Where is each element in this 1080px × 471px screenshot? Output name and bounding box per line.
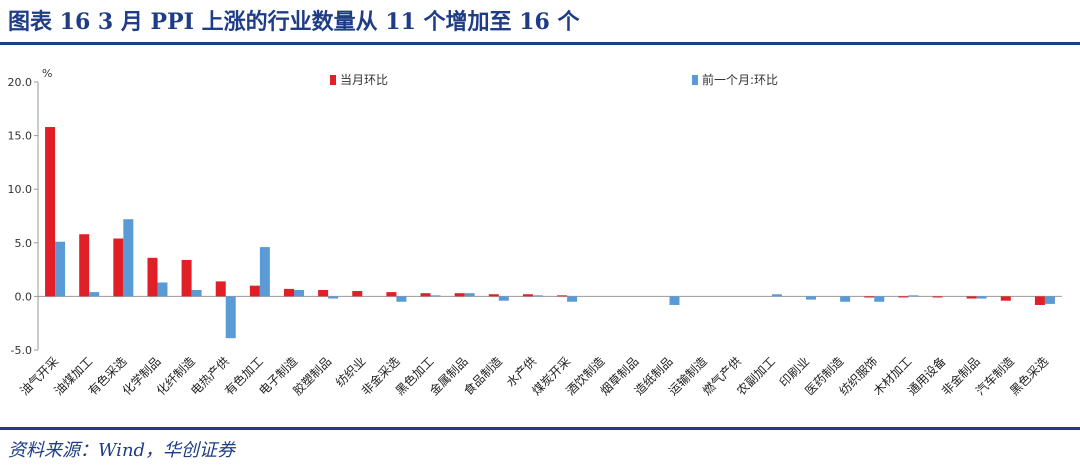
y-tick-label: 10.0 xyxy=(8,183,33,196)
bar-current xyxy=(932,296,943,298)
bar-previous xyxy=(840,296,851,302)
y-tick-label: 20.0 xyxy=(8,76,33,89)
bar-current xyxy=(864,296,875,298)
x-category-label: 农副加工 xyxy=(734,354,778,398)
y-tick-label: 15.0 xyxy=(8,130,33,143)
bar-current xyxy=(898,296,909,298)
bar-current xyxy=(147,257,158,297)
legend-swatch xyxy=(330,75,336,85)
y-tick-label: 5.0 xyxy=(15,237,33,250)
bar-current xyxy=(966,296,977,299)
bar-current xyxy=(557,295,568,297)
chart-title: 图表 16 3 月 PPI 上涨的行业数量从 11 个增加至 16 个 xyxy=(8,9,580,35)
x-category-label: 胶塑制品 xyxy=(290,354,335,399)
bar-previous xyxy=(771,294,782,297)
y-axis-unit: % xyxy=(42,67,52,80)
bar-previous xyxy=(430,295,441,297)
bar-previous xyxy=(532,295,543,297)
legend: 当月环比 前一个月:环比 xyxy=(330,72,778,87)
bar-current xyxy=(488,294,499,297)
bar-current xyxy=(79,234,90,297)
bar-previous xyxy=(976,296,987,299)
bottom-rule xyxy=(0,427,1080,430)
y-tick-label: -5.0 xyxy=(11,344,32,357)
bar-previous xyxy=(328,296,339,299)
bar-current xyxy=(318,289,329,297)
bar-previous xyxy=(1044,296,1055,304)
bar-previous xyxy=(157,282,168,297)
bar-chart: % 当月环比 前一个月:环比 -5.00.05.010.015.020.0油气开采… xyxy=(8,67,1062,399)
bar-current xyxy=(352,291,363,297)
source-note: 资料来源：Wind，华创证券 xyxy=(8,440,236,461)
bar-current xyxy=(113,238,124,297)
legend-label: 当月环比 xyxy=(340,73,388,87)
bar-previous xyxy=(669,296,680,305)
bar-previous xyxy=(806,296,816,300)
bar-current xyxy=(1000,296,1011,301)
bar-current xyxy=(249,285,260,297)
bar-current xyxy=(454,293,465,297)
bar-current xyxy=(386,292,397,297)
bar-previous xyxy=(89,292,100,297)
bar-previous xyxy=(294,289,304,297)
bar-previous xyxy=(908,295,919,297)
bar-current xyxy=(420,293,431,297)
bar-previous xyxy=(498,296,509,301)
legend-swatch xyxy=(692,75,698,85)
x-category-label: 食品制造 xyxy=(460,354,505,399)
top-rule xyxy=(0,42,1080,45)
bar-current xyxy=(522,294,533,297)
bar-previous xyxy=(123,219,134,297)
bar-previous xyxy=(464,293,475,297)
bar-current xyxy=(284,288,294,297)
bar-previous xyxy=(191,289,202,297)
bar-previous xyxy=(259,247,270,297)
bar-current xyxy=(1034,296,1045,305)
legend-label: 前一个月:环比 xyxy=(702,72,778,87)
bar-current xyxy=(215,281,226,297)
bar-previous xyxy=(874,296,885,302)
bar-previous xyxy=(55,241,66,297)
bar-current xyxy=(45,127,56,297)
x-category-label: 黑色采选 xyxy=(1007,354,1051,398)
bar-previous xyxy=(396,296,407,302)
y-tick-label: 0.0 xyxy=(15,290,33,303)
bar-previous xyxy=(567,296,578,302)
bar-previous xyxy=(225,296,236,339)
bar-current xyxy=(181,259,192,297)
plot-area: -5.00.05.010.015.020.0油气开采油煤加工有色采选化学制品化纤… xyxy=(8,76,1062,399)
